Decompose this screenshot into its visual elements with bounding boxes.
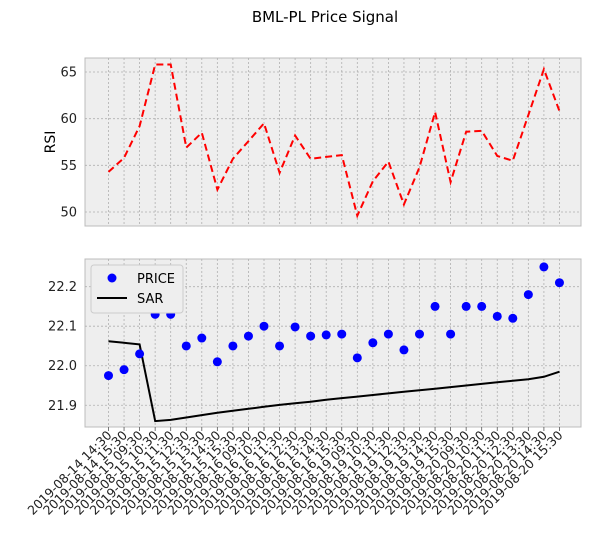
price-point xyxy=(383,329,393,339)
price-grid xyxy=(85,259,581,427)
price-point xyxy=(477,301,487,311)
price-point xyxy=(399,345,409,355)
price-point xyxy=(415,329,424,339)
rsi-y-axis-label: RSI xyxy=(43,131,59,154)
price-point xyxy=(135,349,145,359)
price-point xyxy=(321,330,331,340)
price-point xyxy=(181,341,191,351)
legend: PRICE SAR xyxy=(90,264,184,314)
legend-price-marker xyxy=(107,273,117,283)
legend-price-label: PRICE xyxy=(137,272,175,287)
price-point xyxy=(275,341,285,351)
sar-series-line xyxy=(108,340,560,423)
price-point xyxy=(539,262,549,272)
price-point xyxy=(290,322,300,332)
rsi-grid xyxy=(85,58,581,226)
chart-title: BML-PL Price Signal xyxy=(252,8,398,26)
price-point xyxy=(104,371,113,381)
y-tick-label: 22.0 xyxy=(48,359,77,374)
price-point xyxy=(446,329,456,339)
rsi-plot-area xyxy=(84,57,582,227)
price-point xyxy=(461,301,471,311)
y-tick-label: 21.9 xyxy=(48,399,77,414)
rsi-series-line xyxy=(107,63,561,219)
price-panel: 21.9 22.0 22.1 22.2 2019-08-14 14:302019-08… xyxy=(24,258,582,518)
price-point xyxy=(259,321,269,331)
rsi-y-ticks: 50 55 60 65 xyxy=(60,66,77,221)
price-point xyxy=(119,365,129,375)
rsi-panel: 50 55 60 65 RSI xyxy=(43,57,582,227)
price-point xyxy=(337,329,347,339)
y-tick-label: 50 xyxy=(60,206,77,221)
price-point xyxy=(352,353,362,363)
legend-sar-label: SAR xyxy=(137,292,163,307)
y-tick-label: 22.1 xyxy=(48,320,77,335)
y-tick-label: 60 xyxy=(60,112,77,127)
price-y-ticks: 21.9 22.0 22.1 22.2 xyxy=(48,280,77,414)
price-point xyxy=(430,301,440,311)
price-point xyxy=(368,338,378,348)
price-point xyxy=(243,331,253,341)
price-point xyxy=(508,313,518,323)
price-point xyxy=(197,333,207,343)
price-point xyxy=(523,290,533,300)
price-point xyxy=(212,357,222,367)
y-tick-label: 65 xyxy=(60,66,77,81)
price-point xyxy=(554,278,564,288)
y-tick-label: 22.2 xyxy=(48,280,77,295)
price-point xyxy=(492,311,502,321)
y-tick-label: 55 xyxy=(60,159,77,174)
price-point xyxy=(306,331,316,341)
price-point xyxy=(228,341,238,351)
